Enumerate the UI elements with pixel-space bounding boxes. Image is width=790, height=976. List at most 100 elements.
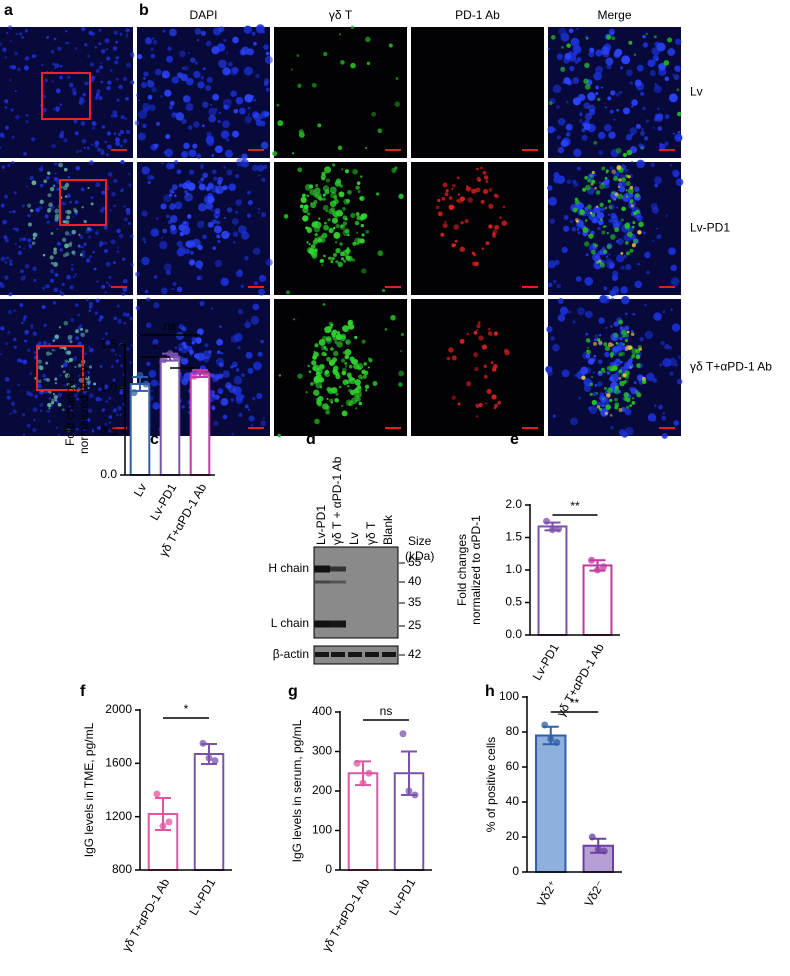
cell (297, 373, 303, 379)
cell (630, 204, 634, 208)
cell (168, 105, 174, 110)
cell (334, 398, 340, 403)
cell (381, 288, 386, 293)
lane-label: γδ T (364, 521, 378, 545)
bar (582, 564, 613, 637)
cell (553, 172, 560, 178)
y-tick-label: 80 (506, 724, 520, 738)
cell (22, 237, 27, 242)
cell (312, 364, 320, 372)
cell (376, 192, 380, 196)
cell (675, 38, 682, 45)
cell (92, 250, 95, 254)
cell (609, 373, 619, 383)
data-point (202, 370, 210, 378)
cell (448, 204, 455, 211)
cell (120, 159, 125, 165)
cell (476, 167, 479, 171)
data-point (172, 353, 180, 361)
cell (257, 207, 261, 211)
cell (313, 350, 316, 353)
cell (232, 241, 236, 244)
cell (235, 157, 245, 167)
data-point (199, 739, 207, 747)
cell (558, 27, 567, 36)
cell (590, 376, 594, 379)
cell (585, 338, 591, 343)
cell (399, 350, 403, 353)
cell (247, 113, 250, 116)
cell (601, 367, 605, 372)
cell (22, 247, 25, 250)
cell (619, 66, 624, 70)
cell (56, 241, 61, 246)
cell (261, 177, 266, 182)
cell (618, 178, 622, 182)
cell (358, 401, 363, 406)
cell (77, 313, 80, 317)
cell (181, 341, 187, 346)
cell (113, 204, 116, 208)
cell (205, 84, 212, 91)
cell (142, 123, 147, 129)
cell (99, 241, 104, 246)
cell (94, 46, 97, 49)
cell (84, 375, 90, 381)
cell (611, 297, 614, 301)
cell (182, 67, 185, 70)
cell (676, 378, 683, 385)
data-point (130, 389, 138, 397)
cell (202, 234, 207, 240)
cell (252, 303, 260, 311)
cell (110, 114, 115, 118)
cell (341, 404, 344, 407)
cell (583, 78, 589, 84)
cell (319, 364, 325, 370)
cell (610, 31, 614, 36)
cell (609, 414, 613, 417)
cell (116, 229, 120, 233)
cell (642, 231, 646, 235)
cell (636, 363, 641, 368)
cell (119, 390, 124, 395)
cell (167, 46, 172, 51)
cell (58, 162, 64, 168)
cell (218, 111, 221, 114)
cell (83, 219, 87, 224)
cell (60, 364, 64, 368)
cell (9, 262, 13, 266)
cell (478, 179, 481, 182)
cell (440, 232, 445, 237)
y-tick-label: 800 (112, 862, 132, 876)
cell (79, 253, 83, 257)
cell (594, 187, 597, 190)
cell (486, 388, 492, 394)
cell (638, 221, 644, 228)
cell (52, 393, 55, 396)
cell (572, 207, 578, 213)
cell (598, 317, 605, 324)
cell (154, 68, 162, 76)
cell (556, 283, 562, 289)
cell (548, 101, 553, 105)
cell (112, 378, 116, 382)
cell (17, 67, 21, 72)
column-header: DAPI (189, 8, 217, 22)
cell (667, 48, 676, 57)
cell (155, 121, 161, 126)
cell (395, 77, 399, 80)
cell (61, 408, 65, 412)
significance-label: ** (570, 696, 580, 710)
cell (113, 261, 117, 265)
cell (490, 361, 494, 365)
blot-band (382, 652, 396, 657)
cell (331, 256, 335, 261)
cell (626, 231, 633, 238)
cell (202, 101, 209, 108)
cell (193, 121, 200, 128)
cell (84, 42, 88, 47)
micrograph (0, 27, 133, 158)
cell (101, 49, 106, 54)
cell (225, 138, 230, 142)
significance-label: * (153, 341, 158, 355)
